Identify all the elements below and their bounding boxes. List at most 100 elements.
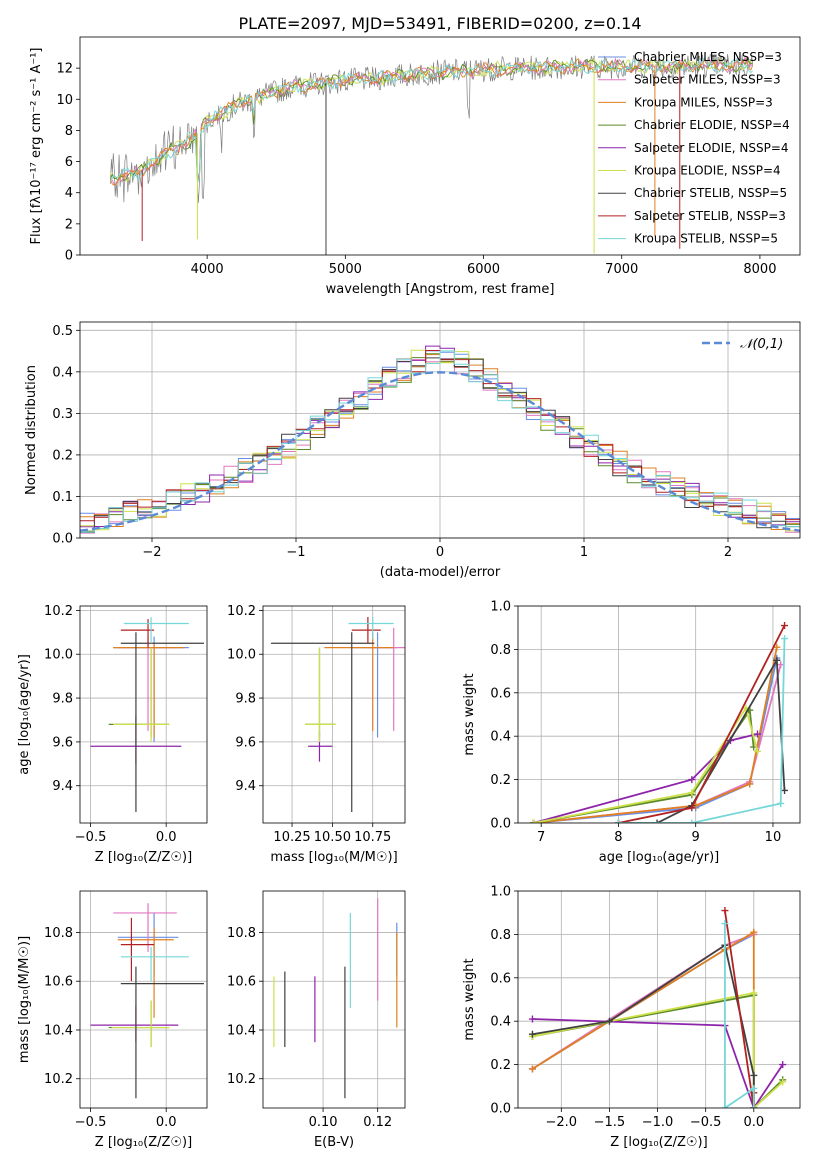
residual-histogram-salpeter_elodie — [80, 345, 800, 528]
axes-frame — [79, 890, 208, 1109]
x-axis-label: Z [log₁₀(Z/Z☉)] — [95, 850, 192, 865]
weight-marker-salpeter_elodie — [754, 730, 762, 738]
weight-marker-kroupa_stelib — [750, 1104, 758, 1108]
plot-area-spectrum — [109, 53, 754, 255]
y-tick-label: 10.4 — [44, 1023, 73, 1038]
weight-marker-kroupa_miles — [528, 1065, 536, 1073]
x-tick-label: 1 — [580, 545, 588, 560]
y-tick-label: 10.6 — [44, 975, 73, 990]
plot-area-massweight_vs_age — [518, 606, 800, 823]
x-tick-label: 6000 — [467, 262, 500, 277]
figure-title: PLATE=2097, MJD=53491, FIBERID=0200, z=0… — [238, 14, 641, 33]
weight-line-kroupa_elodie — [532, 991, 784, 1108]
legend-label: Kroupa MILES, NSSP=3 — [634, 95, 773, 109]
x-tick-label: 0 — [436, 545, 444, 560]
y-tick-label: 10.8 — [227, 926, 256, 941]
x-tick-label: 0.0 — [743, 1115, 764, 1130]
x-tick-label: −1 — [286, 545, 305, 560]
y-tick-label: 10.6 — [227, 975, 256, 990]
weight-marker-kroupa_stelib — [750, 1084, 758, 1092]
panel-massweight_vs_age: 7 8 9 10 0.0 0.2 0.4 0.6 0.8 1.0 age [log₁₀(age/yr… — [462, 600, 801, 865]
plot-area-age_vs_Z — [80, 606, 207, 823]
axes-frame — [79, 36, 801, 256]
weight-marker-kroupa_elodie — [750, 989, 758, 997]
x-axis-label: Z [log₁₀(Z/Z☉)] — [95, 1135, 192, 1150]
legend-label: Kroupa STELIB, NSSP=5 — [634, 232, 778, 246]
legend-label: Chabrier STELIB, NSSP=5 — [634, 186, 787, 200]
y-tick-label: 9.6 — [235, 735, 256, 750]
x-tick-label: 10 — [765, 830, 782, 845]
legend-label: Salpeter STELIB, NSSP=3 — [634, 209, 786, 223]
legend-label: Salpeter ELODIE, NSSP=4 — [634, 141, 789, 155]
y-tick-label: 0.1 — [52, 490, 73, 505]
weight-marker-kroupa_stelib — [614, 819, 622, 823]
y-tick-label: 0.4 — [490, 730, 511, 745]
plot-area-mass_vs_Z — [80, 891, 207, 1108]
x-tick-label: 9 — [692, 830, 700, 845]
x-axis-label: (data-model)/error — [380, 565, 501, 580]
x-tick-label: 8 — [614, 830, 622, 845]
y-tick-label: 0.6 — [490, 686, 511, 701]
panel-massweight_vs_Z: −2.0 −1.5 −1.0 −0.5 0.0 0.0 0.2 0.4 0.6 0.8 1.0 Z [… — [462, 885, 801, 1150]
y-tick-label: 0 — [65, 249, 73, 264]
x-tick-label: 10.75 — [354, 830, 391, 845]
x-tick-label: 0.0 — [156, 830, 177, 845]
y-axis-label: Normed distribution — [24, 365, 39, 495]
weight-line-kroupa_stelib — [724, 923, 755, 1108]
y-tick-label: 9.8 — [235, 692, 256, 707]
weight-marker-kroupa_stelib — [721, 920, 729, 928]
y-tick-label: 10.0 — [44, 648, 73, 663]
weight-marker-salpeter_elodie — [779, 1061, 787, 1069]
y-tick-label: 0.2 — [490, 1058, 511, 1073]
x-tick-label: 2 — [724, 545, 732, 560]
y-tick-label: 8 — [65, 124, 73, 139]
y-tick-label: 0.0 — [52, 532, 73, 547]
y-tick-label: 2 — [65, 217, 73, 232]
panel-age_vs_Z: −0.5 0.0 9.4 9.6 9.8 10.0 10.2 Z [log₁₀(Z/Z☉)] a… — [17, 604, 208, 865]
weight-marker-kroupa_stelib — [721, 1104, 729, 1108]
y-tick-label: 4 — [65, 186, 73, 201]
y-tick-label: 10.0 — [227, 648, 256, 663]
plot-area-age_vs_mass — [263, 606, 405, 823]
x-axis-label: mass [log₁₀(M/M☉)] — [270, 850, 397, 865]
axes-frame — [262, 605, 406, 824]
y-tick-label: 10.2 — [44, 604, 73, 619]
x-tick-label: 7 — [537, 830, 545, 845]
weight-line-salpeter_elodie — [532, 1018, 784, 1108]
y-tick-label: 0.8 — [490, 928, 511, 943]
weight-marker-salpeter_stelib — [781, 622, 789, 630]
y-tick-label: 0.4 — [52, 365, 73, 380]
axes-frame — [79, 321, 801, 539]
weight-line-kroupa_stelib — [618, 638, 786, 823]
panel-spectrum: 4000 5000 6000 7000 8000 0 2 4 6 8 10 12 wavelength … — [29, 36, 801, 297]
x-tick-label: 8000 — [743, 262, 776, 277]
weight-marker-kroupa_miles — [746, 780, 754, 788]
y-tick-label: 9.8 — [52, 692, 73, 707]
weight-marker-chabrier_stelib — [605, 1017, 613, 1025]
weight-marker-salpeter_elodie — [688, 776, 696, 784]
x-tick-label: 0.10 — [309, 1115, 338, 1130]
x-tick-label: −2 — [142, 545, 161, 560]
plot-area-massweight_vs_Z — [518, 891, 800, 1108]
weight-line-chabrier_stelib — [532, 943, 755, 1108]
normal-distribution-curve — [80, 371, 800, 532]
weight-marker-chabrier_stelib — [773, 656, 781, 664]
x-tick-label: −2.0 — [546, 1115, 578, 1130]
model-spectrum-salpeter_miles — [110, 56, 754, 186]
weight-marker-kroupa_stelib — [781, 635, 789, 643]
x-tick-label: 5000 — [329, 262, 362, 277]
x-axis-label: E(B-V) — [314, 1135, 354, 1150]
axes-frame — [517, 890, 801, 1109]
y-axis-label: mass weight — [462, 958, 477, 1040]
weight-marker-kroupa_stelib — [688, 819, 696, 823]
weight-marker-salpeter_elodie — [528, 1015, 536, 1023]
axes-frame — [79, 605, 208, 824]
y-axis-label: Flux [fλ10⁻¹⁷ erg cm⁻² s⁻¹ A⁻¹] — [29, 48, 44, 245]
residual-histogram-kroupa_stelib — [80, 350, 800, 533]
x-tick-label: −1.0 — [642, 1115, 674, 1130]
weight-marker-kroupa_stelib — [777, 799, 785, 807]
x-tick-label: −0.5 — [690, 1115, 722, 1130]
legend-label: Kroupa ELODIE, NSSP=4 — [634, 164, 781, 178]
y-tick-label: 12 — [56, 62, 73, 77]
